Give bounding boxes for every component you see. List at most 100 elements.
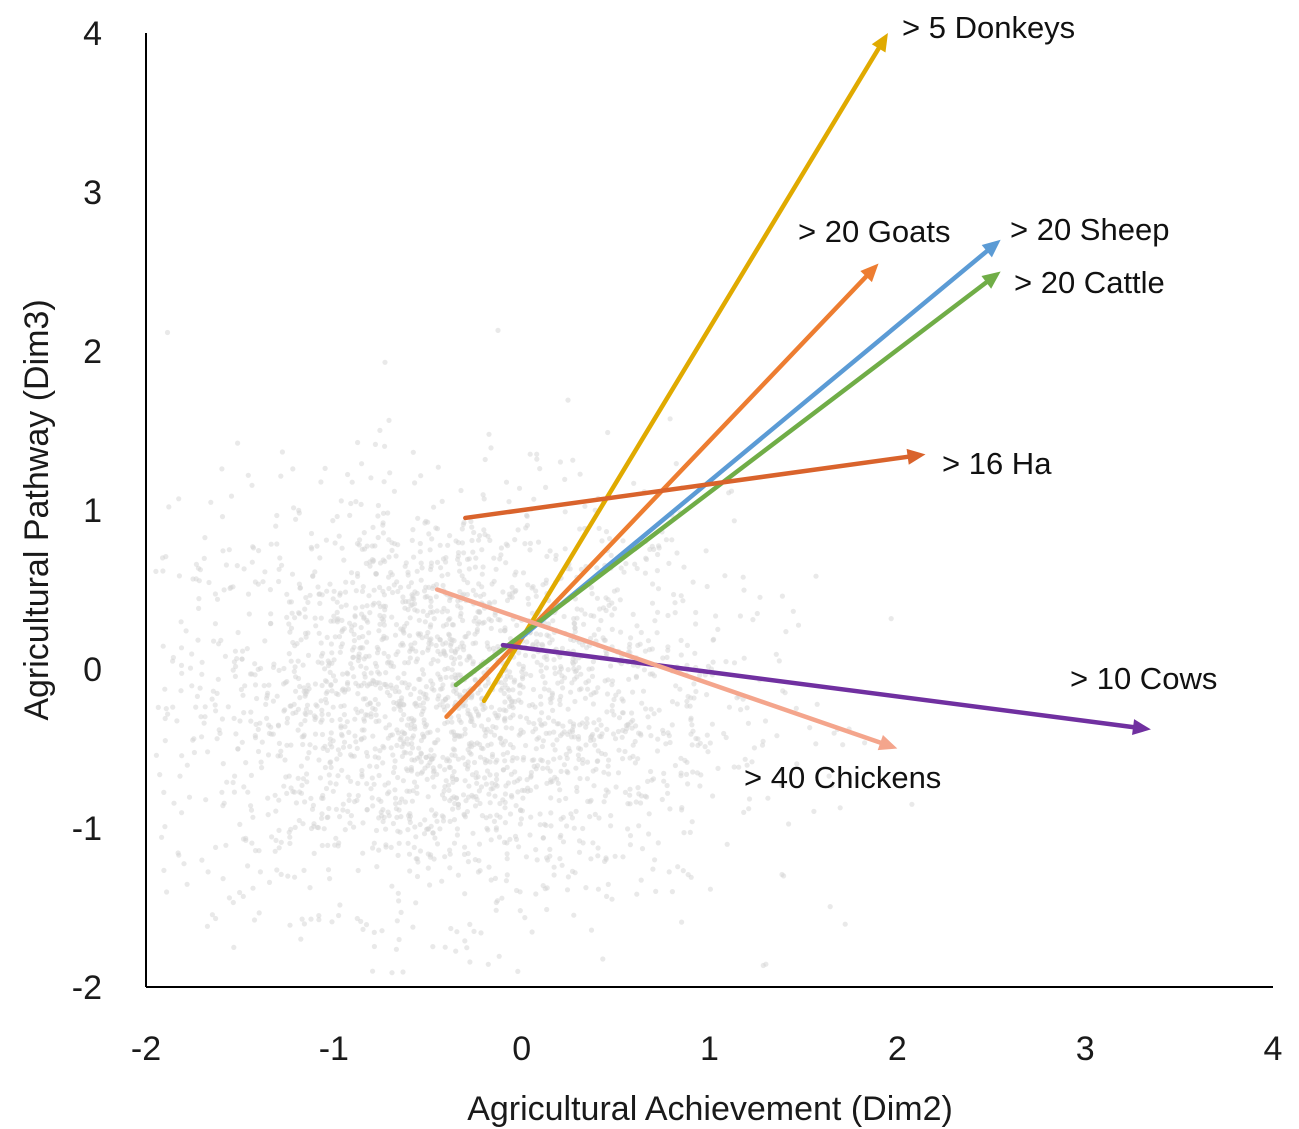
background-point bbox=[663, 537, 670, 543]
background-point bbox=[588, 584, 595, 591]
background-point bbox=[636, 823, 642, 829]
background-point bbox=[318, 615, 324, 621]
background-point bbox=[636, 730, 642, 736]
background-point bbox=[741, 655, 747, 661]
background-point bbox=[209, 696, 215, 702]
background-point bbox=[320, 792, 326, 799]
background-point bbox=[249, 559, 255, 565]
background-point bbox=[285, 873, 291, 879]
background-point bbox=[239, 739, 245, 745]
background-point bbox=[398, 584, 404, 590]
background-point bbox=[811, 808, 817, 815]
background-point bbox=[359, 604, 365, 610]
background-point bbox=[782, 690, 788, 696]
background-point bbox=[496, 834, 503, 840]
background-point bbox=[554, 776, 560, 782]
background-point bbox=[491, 732, 498, 738]
vector-arrowhead bbox=[906, 448, 926, 465]
background-point bbox=[597, 606, 603, 612]
background-point bbox=[616, 689, 622, 695]
background-point bbox=[349, 665, 355, 671]
background-point bbox=[606, 771, 612, 777]
background-point bbox=[405, 660, 411, 666]
y-tick-label: -1 bbox=[72, 810, 102, 848]
background-point bbox=[466, 630, 472, 636]
background-point bbox=[421, 831, 428, 837]
background-point bbox=[439, 813, 445, 819]
background-point bbox=[731, 518, 737, 524]
background-point bbox=[617, 597, 623, 603]
background-point bbox=[647, 671, 653, 677]
background-point bbox=[599, 538, 605, 544]
background-point bbox=[557, 459, 564, 465]
background-point bbox=[451, 817, 458, 823]
background-point bbox=[635, 785, 641, 791]
background-point bbox=[349, 753, 355, 759]
background-point bbox=[477, 868, 483, 874]
background-point bbox=[330, 673, 337, 679]
background-point bbox=[264, 715, 270, 721]
background-point bbox=[525, 582, 531, 588]
background-point bbox=[324, 588, 330, 594]
background-point bbox=[569, 868, 576, 875]
background-point bbox=[404, 685, 411, 691]
background-point bbox=[610, 731, 617, 737]
background-point bbox=[615, 728, 622, 735]
background-point bbox=[472, 803, 479, 809]
background-point bbox=[454, 832, 460, 838]
background-point bbox=[448, 925, 454, 932]
background-point bbox=[428, 823, 434, 829]
background-point bbox=[393, 946, 399, 952]
background-point bbox=[443, 640, 449, 646]
background-point bbox=[241, 710, 247, 716]
background-point bbox=[697, 672, 703, 679]
background-point bbox=[461, 550, 467, 556]
background-point bbox=[410, 449, 416, 455]
background-point bbox=[574, 606, 580, 612]
x-tick-label: -2 bbox=[131, 1030, 161, 1068]
background-point bbox=[634, 623, 640, 629]
background-point bbox=[630, 611, 636, 618]
background-point bbox=[399, 695, 405, 701]
background-point bbox=[594, 565, 600, 571]
background-point bbox=[221, 587, 227, 593]
background-point bbox=[275, 723, 282, 729]
background-point bbox=[406, 716, 412, 722]
background-point bbox=[493, 772, 500, 778]
background-point bbox=[179, 670, 185, 676]
background-point bbox=[478, 745, 485, 751]
background-point bbox=[466, 566, 472, 572]
background-point bbox=[249, 482, 255, 488]
background-point bbox=[504, 840, 510, 846]
background-point bbox=[234, 563, 240, 569]
background-point bbox=[374, 644, 380, 651]
background-point bbox=[473, 794, 479, 800]
background-point bbox=[466, 741, 472, 747]
background-point bbox=[550, 742, 556, 748]
background-point bbox=[492, 599, 498, 605]
background-point bbox=[567, 748, 573, 754]
background-point bbox=[354, 745, 360, 752]
background-point bbox=[664, 654, 670, 661]
background-point bbox=[575, 752, 582, 758]
background-point bbox=[361, 716, 367, 722]
background-point bbox=[510, 744, 516, 751]
background-point bbox=[327, 581, 333, 587]
background-point bbox=[665, 730, 671, 736]
background-point bbox=[563, 751, 569, 758]
background-point bbox=[396, 840, 402, 846]
background-point bbox=[365, 702, 371, 708]
background-point bbox=[608, 663, 614, 669]
background-point bbox=[379, 813, 385, 819]
background-point bbox=[364, 781, 370, 787]
background-point bbox=[442, 720, 448, 727]
background-point bbox=[455, 550, 462, 556]
background-point bbox=[231, 944, 237, 951]
background-point bbox=[377, 748, 383, 754]
background-point bbox=[497, 800, 503, 807]
background-point bbox=[517, 714, 523, 720]
background-point bbox=[377, 560, 384, 566]
background-point bbox=[291, 668, 297, 675]
background-point bbox=[437, 763, 443, 769]
background-point bbox=[381, 745, 387, 751]
